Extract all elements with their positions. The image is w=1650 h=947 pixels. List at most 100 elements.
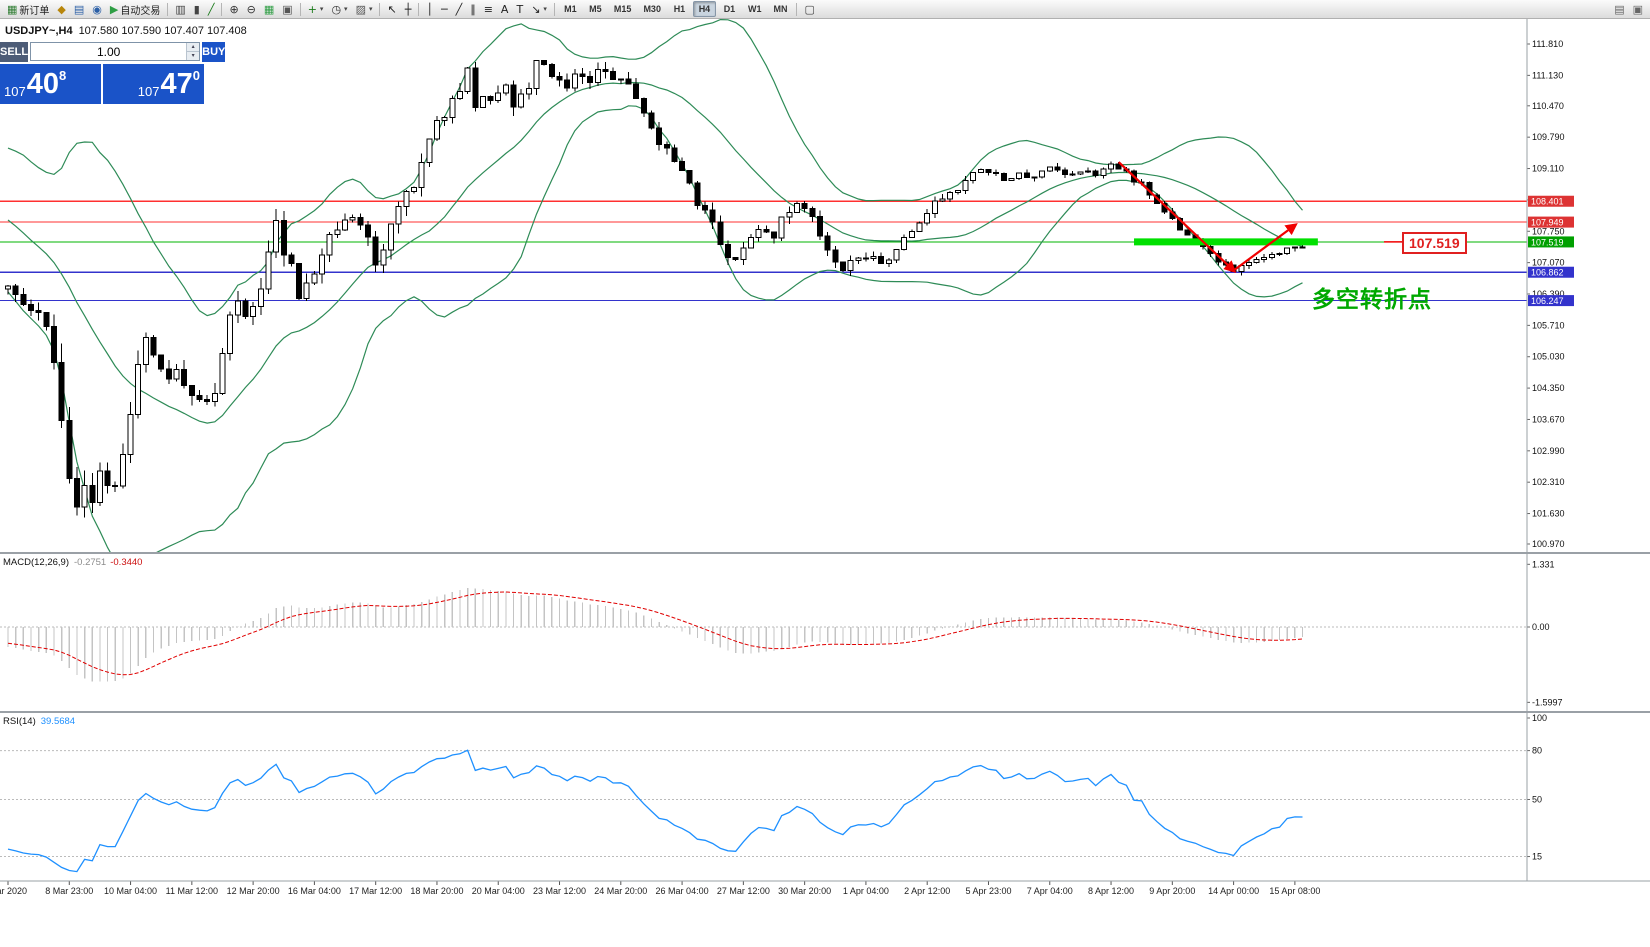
buy-price-pipette: 0 [192,68,200,83]
templates-icon[interactable]: ▨ ▾ [352,1,377,18]
buy-price-display[interactable]: 107 47 0 [103,64,204,104]
svg-text:107.519: 107.519 [1531,237,1564,247]
journal-icon[interactable]: ▤ [70,1,88,18]
volume-input[interactable] [31,43,187,60]
symbol-period-label: USDJPY~,H4 [5,25,73,37]
svg-text:8 Apr 12:00: 8 Apr 12:00 [1088,886,1134,896]
docking-icon[interactable]: ▢ [800,1,818,18]
svg-text:101.630: 101.630 [1532,509,1565,519]
timeframe-d1-button[interactable]: D1 [718,1,741,17]
svg-text:27 Mar 12:00: 27 Mar 12:00 [717,886,770,896]
svg-text:107.949: 107.949 [1531,218,1564,228]
macd-pane[interactable] [0,587,1527,682]
svg-text:106.390: 106.390 [1532,289,1565,299]
info-icon[interactable]: ◉ [88,1,106,18]
add-indicator-icon[interactable]: + ▾ [304,1,328,18]
sell-price-big-digits: 40 [26,68,59,100]
crosshair-icon: ┼ [404,2,412,16]
fibonacci-icon: ≡ [483,2,493,16]
zoom-out-icon: ⊖ [246,2,256,16]
line-chart-icon[interactable]: ╱ [204,1,219,18]
new-order-button[interactable]: ▦ 新订单 [3,1,53,18]
autotrading-play-icon: ▶ [109,2,119,16]
svg-text:107.070: 107.070 [1532,258,1565,268]
svg-text:14 Apr 00:00: 14 Apr 00:00 [1208,886,1259,896]
svg-text:105.030: 105.030 [1532,352,1565,362]
timeframe-m1-button[interactable]: M1 [559,1,582,17]
vertical-line-icon: │ [426,2,433,16]
zoom-in-icon: ⊕ [229,2,239,16]
cursor-icon[interactable]: ↖ [383,1,400,18]
buy-button[interactable]: BUY [202,42,226,62]
toolbar-separator [299,2,301,16]
zoom-out-icon[interactable]: ⊖ [243,1,260,18]
svg-text:12 Mar 20:00: 12 Mar 20:00 [227,886,280,896]
price-callout-label[interactable]: 107.519 [1402,232,1467,254]
dropdown-arrow-icon: ▾ [319,6,324,13]
svg-text:80: 80 [1532,746,1542,756]
trendline-icon[interactable]: ╱ [452,1,467,18]
window-icon-b[interactable]: ▣ [1629,1,1647,18]
cascade-windows-icon[interactable]: ▣ [278,1,296,18]
ohlc-values: 107.580 107.590 107.407 107.408 [78,25,247,37]
text-label-icon[interactable]: T [512,1,527,18]
toolbar-separator [221,2,223,16]
macd-main-value: -0.2751 [74,557,107,568]
candlesticks [5,59,1306,518]
rsi-value: 39.5684 [40,716,76,727]
timeframe-h4-button[interactable]: H4 [692,1,716,17]
fibonacci-icon[interactable]: ≡ [480,1,497,18]
rsi-pane[interactable] [0,749,1527,873]
buy-price-prefix: 107 [137,84,160,99]
price-chart-pane[interactable] [0,19,1527,569]
crosshair-icon[interactable]: ┼ [401,1,416,18]
timeframe-h1-button[interactable]: H1 [668,1,691,17]
pane-separators[interactable] [0,19,1650,882]
equidistant-channel-icon[interactable]: ∥ [466,1,480,18]
turning-point-annotation[interactable]: 多空转折点 [1312,286,1432,312]
dropdown-arrow-icon: ▾ [368,6,373,13]
auto-trading-button[interactable]: ▶ 自动交易 [106,1,164,18]
arrows-tool-icon[interactable]: ↘ ▾ [527,1,551,18]
svg-text:23 Mar 12:00: 23 Mar 12:00 [533,886,586,896]
volume-increase-button[interactable]: ▴ [187,43,200,51]
svg-text:16 Mar 04:00: 16 Mar 04:00 [288,886,341,896]
text-tool-icon[interactable]: A [497,1,513,18]
price-axis[interactable]: 111.810 111.130 110.470 109.790 109.110 108.4… [1527,39,1574,862]
macd-indicator-label: MACD(12,26,9) -0.2751 -0.3440 [3,557,142,568]
add-indicator-icon: + [307,2,317,16]
time-axis[interactable]: Mar 2020 8 Mar 23:00 10 Mar 04:00 11 Mar 12… [0,881,1320,896]
svg-text:50: 50 [1532,795,1542,805]
candlestick-chart-icon[interactable]: ▮ [190,1,204,18]
timeframe-m15-button[interactable]: M15 [609,1,637,17]
periods-clock-icon[interactable]: ◷ ▾ [327,1,351,18]
vertical-line-icon[interactable]: │ [422,1,437,18]
sell-button[interactable]: SELL [0,42,29,62]
timeframe-mn-button[interactable]: MN [768,1,792,17]
svg-text:110.470: 110.470 [1532,101,1564,111]
volume-control: ▴ ▾ [30,42,201,61]
journal-icon: ▤ [73,2,85,16]
volume-decrease-button[interactable]: ▾ [187,51,200,60]
text-tool-icon: A [500,2,509,16]
docking-icon: ▢ [804,2,815,16]
timeframe-m5-button[interactable]: M5 [584,1,607,17]
bar-chart-icon[interactable]: ▥ [171,1,189,18]
svg-text:0.00: 0.00 [1532,622,1550,632]
svg-text:15 Apr 08:00: 15 Apr 08:00 [1269,886,1320,896]
zoom-in-icon[interactable]: ⊕ [225,1,242,18]
svg-text:8 Mar 23:00: 8 Mar 23:00 [45,886,93,896]
svg-text:100: 100 [1532,713,1547,723]
timeframe-w1-button[interactable]: W1 [743,1,767,17]
tile-windows-icon[interactable]: ▦ [260,1,278,18]
sell-price-display[interactable]: 107 40 8 [0,64,101,104]
svg-text:104.350: 104.350 [1532,383,1565,393]
svg-text:102.990: 102.990 [1532,446,1565,456]
timeframe-m30-button[interactable]: M30 [638,1,666,17]
window-icon-a[interactable]: ▤ [1610,1,1628,18]
expert-advisors-icon: ◆ [57,2,66,16]
dropdown-arrow-icon: ▾ [543,6,547,13]
svg-text:24 Mar 20:00: 24 Mar 20:00 [594,886,647,896]
expert-advisors-icon[interactable]: ◆ [53,1,69,18]
horizontal-line-icon[interactable]: ─ [437,1,452,18]
